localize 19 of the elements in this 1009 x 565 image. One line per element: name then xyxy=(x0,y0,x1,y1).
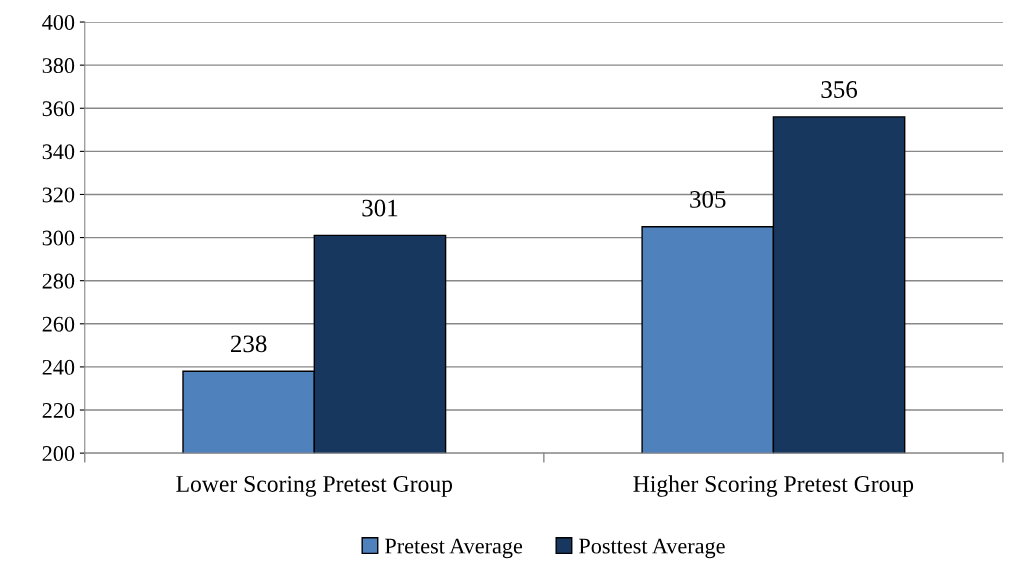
y-tick-label: 220 xyxy=(42,402,75,418)
y-tick-label: 260 xyxy=(42,316,75,332)
legend-label: Pretest Average xyxy=(385,538,523,559)
data-label: 305 xyxy=(690,190,726,208)
y-tick-label: 340 xyxy=(42,144,75,160)
y-tick-label: 200 xyxy=(42,446,75,462)
data-label: 238 xyxy=(231,335,267,353)
y-tick-label: 400 xyxy=(42,14,75,30)
data-label: 356 xyxy=(821,81,858,98)
data-label: 301 xyxy=(362,199,398,217)
y-tick-label: 240 xyxy=(42,359,75,375)
x-tick-label: Lower Scoring Pretest Group xyxy=(176,476,453,497)
legend-label: Posttest Average xyxy=(579,538,725,559)
y-tick-label: 300 xyxy=(42,230,75,246)
y-tick-label: 360 xyxy=(42,101,75,117)
y-tick-label: 380 xyxy=(42,58,75,74)
x-tick-label: Higher Scoring Pretest Group xyxy=(633,475,914,497)
y-tick-label: 280 xyxy=(42,273,75,289)
y-tick-label: 320 xyxy=(42,187,75,203)
